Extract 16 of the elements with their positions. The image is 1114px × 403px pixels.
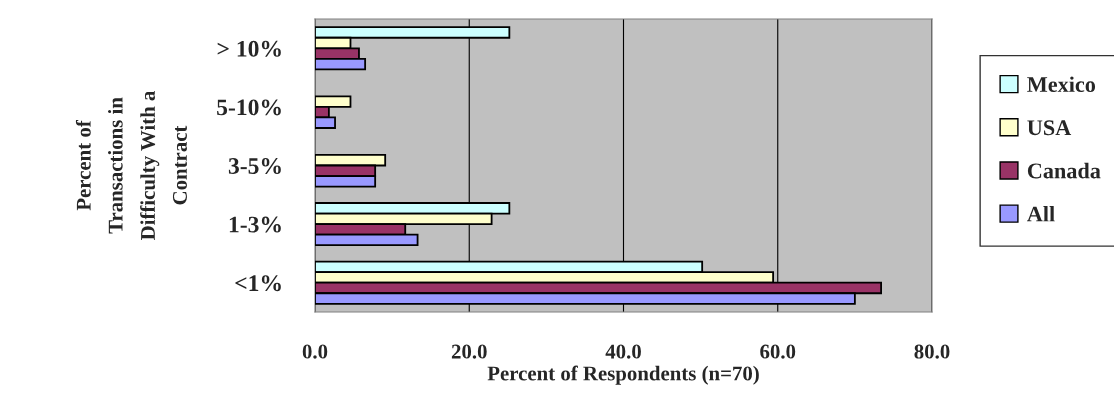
x-tick-label: 20.0: [451, 344, 487, 359]
y-axis-title: Percent of Transactions in Difficulty With a Contract: [75, 90, 187, 240]
y-tick-label: 5-10%: [217, 99, 281, 116]
legend-label: USA: [1027, 120, 1072, 136]
y-tick-label: 1-3%: [229, 216, 281, 233]
y-tick-label: > 10%: [217, 40, 281, 57]
legend-label: All: [1027, 205, 1055, 222]
x-tick-label: 80.0: [914, 344, 950, 359]
x-axis-title: Percent of Respondents (n=70): [487, 365, 759, 385]
y-tick-label: <1%: [235, 275, 281, 292]
legend-label: Canada: [1027, 162, 1101, 179]
x-tick-label: 0.0: [302, 344, 328, 359]
y-tick-label: 3-5%: [228, 157, 281, 174]
x-tick-label: 40.0: [605, 344, 641, 359]
legend-label: Mexico: [1027, 76, 1096, 93]
x-tick-label: 60.0: [760, 344, 796, 359]
